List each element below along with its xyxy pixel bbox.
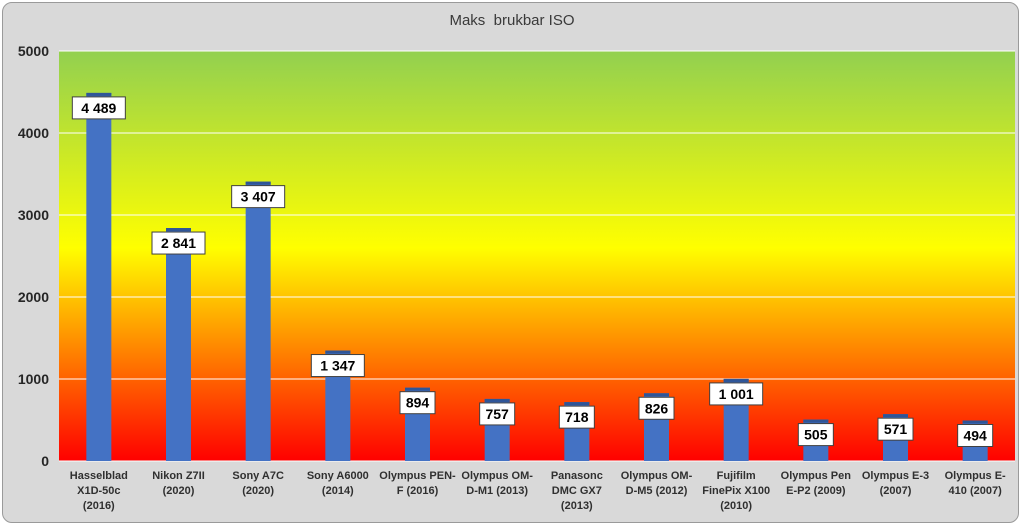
data-label: 826 [645,400,669,416]
x-tick-label-line: Olympus E- [945,470,1006,482]
bar-cap [166,228,191,232]
x-tick-label-line: Panasonc [551,470,603,482]
bar-cap [962,420,988,424]
data-label: 3 407 [241,189,276,205]
data-label: 1 001 [719,386,754,402]
data-label-box [638,396,675,420]
chart-title: Maks brukbar ISO [449,12,574,29]
x-tick-label-line: Fujifilm [717,470,756,482]
x-tick-label: Olympus PEN- F (2016) [379,470,456,497]
x-tick-label-line: FinePix X100 [702,485,770,497]
x-tick-label: Olympus OM- D-M1 (2013) [461,470,533,497]
data-label-box [151,231,206,255]
bar-cap [484,398,510,402]
x-tick-label-line: Hasselblad [70,470,128,482]
bar [86,92,112,461]
y-tick-label: 0 [41,453,49,469]
data-label: 505 [804,427,828,443]
data-label-box [71,96,126,120]
x-tick-label-line: F (2016) [397,485,439,497]
x-tick-label: Olympus E-3 (2007) [862,470,929,497]
data-label: 4 489 [81,100,116,116]
x-tick-label-line: (2007) [880,485,912,497]
x-tick-label-line: (2013) [561,500,593,512]
data-labels: 4 489 2 841 3 407 1 347 894 757 718 826 1 001 505… [71,96,994,447]
data-label: 894 [406,395,430,411]
x-tick-label-line: X1D-50c [77,485,120,497]
x-tick-label-line: (2020) [242,485,274,497]
data-label-box [231,185,286,209]
x-tick-label-line: Nikon Z7II [152,470,205,482]
x-tick-label: Olympus Pen E-P2 (2009) [781,470,852,497]
data-label: 494 [963,427,987,443]
x-tick-label: Nikon Z7II (2020) [152,470,205,497]
data-label: 718 [565,409,589,425]
x-tick-label-line: Olympus OM- [621,470,693,482]
y-tick-label: 3000 [18,207,49,223]
x-tick-label-line: Olympus Pen [781,470,852,482]
data-label: 571 [884,421,908,437]
data-label: 1 347 [320,358,355,374]
x-tick-label-line: (2014) [322,485,354,497]
y-tick-label: 5000 [18,43,49,59]
x-tick-label-line: (2016) [83,500,115,512]
x-tick-label-line: 410 (2007) [949,485,1003,497]
data-label-box [877,417,914,441]
bar [245,181,271,461]
x-tick-label-line: Sony A6000 [307,470,369,482]
bar-cap [564,402,590,406]
x-tick-label: Fujifilm FinePix X100 (2010) [702,470,770,512]
bar-cap [723,378,749,382]
x-tick-label-line: D-M1 (2013) [466,485,528,497]
data-label-box [310,354,365,378]
bar-cap [883,414,908,418]
gridlines [59,50,1015,462]
bar-cap [325,350,351,354]
x-tick-label-line: (2010) [720,500,752,512]
x-tick-label-line: D-M5 (2012) [626,485,688,497]
y-tick-label: 2000 [18,289,49,305]
data-label-box [558,405,595,429]
x-axis: Hasselblad X1D-50c (2016)Nikon Z7II (2020)S… [70,470,1006,512]
bar-cap [803,419,829,423]
x-tick-label-line: Olympus PEN- [379,470,456,482]
x-tick-label: Panasonc DMC GX7 (2013) [551,470,603,512]
chart: Maks brukbar ISO 0 1000 2000 3000 4000 5000 4… [18,12,1015,512]
x-tick-label: Sony A6000 (2014) [307,470,369,497]
x-tick-label-line: E-P2 (2009) [786,485,846,497]
x-tick-label: Hasselblad X1D-50c (2016) [70,470,128,512]
bar-cap [405,387,430,391]
x-tick-label-line: Sony A7C [232,470,284,482]
x-tick-label-line: DMC GX7 [552,485,602,497]
data-label: 2 841 [161,235,196,251]
data-label-box [957,423,994,447]
x-tick-label: Olympus OM- D-M5 (2012) [621,470,693,497]
y-axis: 0 1000 2000 3000 4000 5000 [18,43,49,469]
plot-area [59,51,1015,461]
x-tick-label: Olympus E- 410 (2007) [945,470,1006,497]
data-label-box [797,423,834,447]
x-tick-label-line: Olympus E-3 [862,470,929,482]
bar [166,228,191,461]
data-label-box [399,391,436,415]
bar-cap [245,181,271,185]
y-tick-label: 4000 [18,125,49,141]
data-label-box [709,382,764,406]
bar-cap [644,393,669,397]
data-label-box [479,402,516,426]
x-tick-label-line: (2020) [163,485,195,497]
data-label: 757 [485,406,509,422]
y-tick-label: 1000 [18,371,49,387]
bar-cap [86,92,112,96]
x-tick-label: Sony A7C (2020) [232,470,284,497]
x-tick-label-line: Olympus OM- [461,470,533,482]
